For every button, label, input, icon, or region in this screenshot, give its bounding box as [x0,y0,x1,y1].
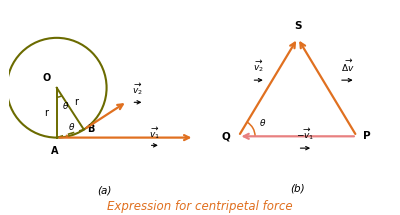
Text: r: r [74,97,78,107]
Text: P: P [363,131,370,141]
Text: (a): (a) [97,186,111,195]
Text: $\theta$: $\theta$ [68,121,75,132]
Text: (b): (b) [290,184,305,194]
Text: $\overrightarrow{v_2}$: $\overrightarrow{v_2}$ [253,59,264,74]
Text: r: r [44,108,48,118]
Text: $\theta$: $\theta$ [62,100,69,111]
Text: A: A [51,146,59,156]
Text: $\theta$: $\theta$ [259,117,266,128]
Text: B: B [87,124,95,134]
Text: $\overrightarrow{\Delta v}$: $\overrightarrow{\Delta v}$ [340,58,354,74]
Text: $\overrightarrow{v_2}$: $\overrightarrow{v_2}$ [132,82,143,97]
Text: Q: Q [222,131,230,141]
Text: Expression for centripetal force: Expression for centripetal force [107,200,293,213]
Text: S: S [294,21,301,31]
Text: $\overrightarrow{-v_1}$: $\overrightarrow{-v_1}$ [296,127,314,142]
Text: O: O [42,73,51,83]
Text: $\overrightarrow{v_1}$: $\overrightarrow{v_1}$ [149,126,160,141]
